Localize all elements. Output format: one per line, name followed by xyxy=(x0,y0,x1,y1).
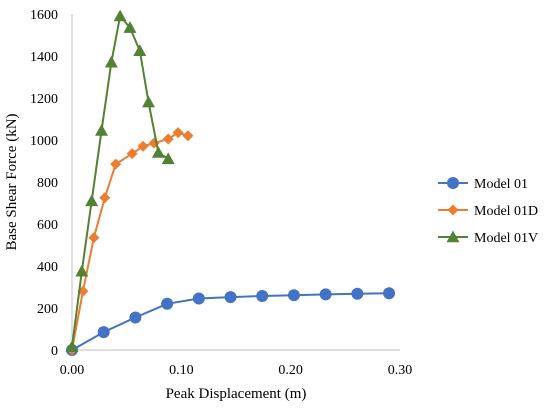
legend-label: Model 01D xyxy=(474,204,538,219)
data-point xyxy=(88,232,100,244)
x-tick-label: 0.30 xyxy=(388,363,413,378)
data-point xyxy=(256,290,269,303)
data-point xyxy=(162,133,174,145)
legend-marker xyxy=(447,177,459,189)
data-point xyxy=(182,130,194,142)
data-point xyxy=(319,288,332,301)
data-point xyxy=(151,146,165,158)
data-point xyxy=(351,287,364,300)
legend-item: Model 01V xyxy=(438,230,538,246)
data-point xyxy=(126,148,138,160)
data-point xyxy=(113,9,127,22)
data-point xyxy=(104,55,118,68)
tick-labels: 0 200 400 600 800 1000 1200 1400 1600 0.00 0.10 0.2… xyxy=(30,8,412,378)
y-tick-label: 1000 xyxy=(30,134,58,149)
series-model-01v xyxy=(65,9,175,353)
data-point xyxy=(161,297,174,310)
axes xyxy=(71,14,400,351)
x-tick-label: 0.00 xyxy=(60,363,85,378)
data-point xyxy=(110,158,122,170)
y-tick-label: 200 xyxy=(37,302,58,317)
legend-label: Model 01V xyxy=(474,231,538,246)
data-point xyxy=(161,152,175,165)
x-tick-label: 0.20 xyxy=(278,363,303,378)
data-point xyxy=(75,264,89,277)
data-point xyxy=(133,44,147,56)
y-tick-label: 1400 xyxy=(30,50,58,65)
data-point xyxy=(65,340,79,353)
data-point xyxy=(142,95,156,108)
x-axis-title: Peak Displacement (m) xyxy=(166,386,307,402)
legend-item: Model 01 xyxy=(438,177,528,192)
y-tick-label: 1200 xyxy=(30,92,58,107)
y-tick-label: 1600 xyxy=(30,8,58,23)
data-point xyxy=(137,140,149,152)
data-point xyxy=(224,291,237,304)
series-model-01d xyxy=(66,127,194,356)
data-point xyxy=(99,192,111,204)
data-point xyxy=(123,21,137,33)
y-tick-label: 400 xyxy=(37,260,58,275)
data-point xyxy=(192,292,205,305)
data-point xyxy=(172,127,184,139)
legend-marker xyxy=(446,230,460,243)
y-tick-label: 800 xyxy=(37,176,58,191)
series-group xyxy=(65,9,396,356)
data-point xyxy=(383,287,396,300)
data-point xyxy=(85,194,99,207)
legend-marker xyxy=(447,204,459,216)
y-axis-title: Base Shear Force (kN) xyxy=(4,113,20,250)
x-tick-label: 0.10 xyxy=(169,363,194,378)
legend: Model 01 Model 01D Model 01V xyxy=(438,177,538,246)
data-point xyxy=(129,311,142,324)
legend-item: Model 01D xyxy=(438,204,538,219)
data-point xyxy=(97,326,110,339)
legend-label: Model 01 xyxy=(474,177,528,192)
series-model-01 xyxy=(66,287,396,356)
data-point xyxy=(287,289,300,302)
y-tick-label: 600 xyxy=(37,218,58,233)
y-tick-label: 0 xyxy=(51,344,58,359)
series-line xyxy=(71,13,169,347)
data-point xyxy=(95,124,109,136)
